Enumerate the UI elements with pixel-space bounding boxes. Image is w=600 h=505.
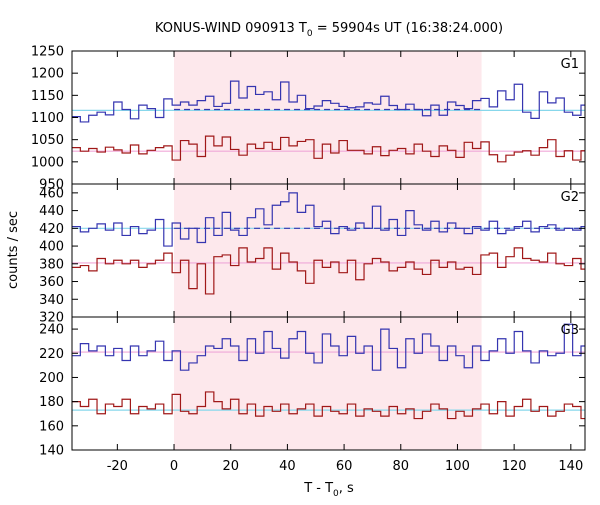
y-tick-label: 360 bbox=[39, 275, 64, 290]
y-tick-label: 460 bbox=[39, 186, 64, 201]
series-g1-upper bbox=[72, 80, 585, 123]
y-tick-label: 440 bbox=[39, 204, 64, 219]
y-tick-label: 1100 bbox=[31, 111, 64, 126]
panel-frame-g3 bbox=[71, 316, 586, 451]
y-tick-label: 420 bbox=[39, 222, 64, 237]
x-tick-label: 20 bbox=[222, 459, 239, 474]
y-tick-label: 950 bbox=[39, 178, 64, 193]
panel-label-g2: G2 bbox=[561, 190, 579, 205]
chart-title: KONUS-WIND 090913 T0 = 59904s UT (16:38:… bbox=[155, 21, 503, 39]
x-axis-title: T - T0, s bbox=[303, 481, 354, 499]
y-tick-label: 160 bbox=[39, 419, 64, 434]
y-axis-title: counts / sec bbox=[6, 211, 21, 289]
plot-area: 950100010501100115012001250G132034036038… bbox=[31, 45, 586, 474]
x-tick-label: 0 bbox=[170, 459, 178, 474]
chart-title-subscript: 0 bbox=[307, 29, 313, 39]
y-tick-label: 1050 bbox=[31, 133, 64, 148]
x-axis-title-subscript: 0 bbox=[333, 489, 339, 499]
y-tick-label: 220 bbox=[39, 347, 64, 362]
y-tick-label: 1000 bbox=[31, 155, 64, 170]
series-g1-lower bbox=[72, 135, 585, 163]
y-tick-label: 180 bbox=[39, 395, 64, 410]
panel-label-g3: G3 bbox=[561, 323, 579, 338]
x-tick-label: 140 bbox=[558, 459, 583, 474]
y-tick-label: 200 bbox=[39, 371, 64, 386]
highlight-interval bbox=[174, 51, 482, 450]
x-tick-label: 120 bbox=[502, 459, 527, 474]
y-tick-label: 1250 bbox=[31, 45, 64, 60]
x-tick-label: 80 bbox=[393, 459, 410, 474]
y-tick-label: 1150 bbox=[31, 89, 64, 104]
y-tick-label: 400 bbox=[39, 240, 64, 255]
y-tick-label: 240 bbox=[39, 323, 64, 338]
y-tick-label: 140 bbox=[39, 444, 64, 459]
series-g3-upper bbox=[72, 323, 585, 371]
x-tick-label: 100 bbox=[445, 459, 470, 474]
panel-g3: 140 160 180 200 220 240 G3 bbox=[39, 316, 586, 459]
y-tick-label: 380 bbox=[39, 257, 64, 272]
series-g2-lower bbox=[72, 247, 585, 295]
y-tick-label: 340 bbox=[39, 293, 64, 308]
series-g3-lower bbox=[72, 391, 585, 420]
panel-g1: 950 1000 1050 1100 1150 1200 1250 G1 bbox=[31, 45, 586, 193]
panel-g2: 320 340 360 380 400 420 440 460 G2 bbox=[39, 183, 586, 326]
x-tick-label: 60 bbox=[336, 459, 353, 474]
y-tick-label: 320 bbox=[39, 311, 64, 326]
panel-label-g1: G1 bbox=[561, 57, 579, 72]
x-axis: -20 0 20 40 60 80 100 120 140 bbox=[107, 459, 584, 474]
y-tick-label: 1200 bbox=[31, 67, 64, 82]
x-tick-label: -20 bbox=[107, 459, 128, 474]
x-tick-label: 40 bbox=[279, 459, 296, 474]
series-g2-upper bbox=[72, 192, 585, 247]
